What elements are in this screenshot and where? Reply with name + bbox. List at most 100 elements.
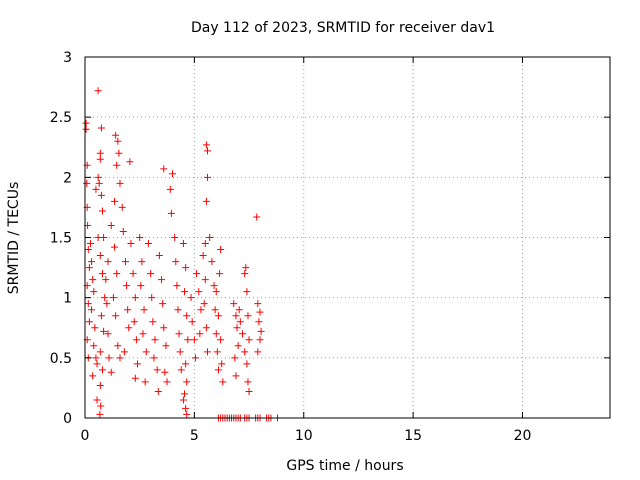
x-tick-label: 0 — [81, 428, 90, 444]
data-point — [153, 366, 161, 374]
data-point — [92, 354, 100, 362]
data-point — [204, 173, 211, 181]
data-point — [129, 270, 137, 278]
data-point — [179, 396, 187, 404]
data-point — [113, 161, 121, 169]
data-point — [95, 179, 103, 187]
data-point — [231, 354, 239, 362]
data-point — [96, 348, 104, 356]
data-point — [234, 342, 242, 350]
data-point — [183, 378, 191, 386]
data-point — [179, 240, 187, 248]
data-point — [82, 119, 90, 127]
data-point — [181, 288, 189, 296]
data-point — [160, 165, 168, 173]
data-point — [254, 300, 262, 308]
data-point — [102, 276, 110, 284]
y-tick-label: 0.5 — [50, 351, 72, 367]
data-point — [244, 312, 252, 320]
data-point — [99, 207, 106, 215]
data-point — [93, 360, 101, 368]
data-point — [96, 252, 104, 260]
data-point — [243, 288, 251, 296]
data-point — [91, 324, 99, 332]
data-point — [188, 318, 196, 326]
data-point — [201, 240, 209, 248]
data-point — [204, 147, 211, 155]
data-point — [88, 306, 96, 314]
data-point — [167, 209, 175, 217]
data-point — [125, 324, 133, 332]
data-point — [107, 221, 115, 229]
data-point — [241, 348, 249, 356]
data-point — [202, 141, 210, 149]
x-tick-label: 10 — [295, 428, 313, 444]
data-point — [219, 378, 227, 386]
data-point — [96, 410, 104, 418]
data-point — [196, 330, 204, 338]
data-point — [90, 342, 98, 350]
data-point — [154, 388, 162, 396]
data-point — [232, 372, 240, 380]
data-point — [176, 348, 184, 356]
data-point — [109, 294, 117, 302]
data-point — [123, 282, 131, 290]
data-point — [93, 396, 101, 404]
data-point — [144, 240, 152, 248]
data-point — [206, 234, 214, 241]
data-point — [256, 336, 264, 344]
data-point — [217, 246, 225, 254]
data-point — [214, 312, 222, 320]
x-tick-labels: 0 5 10 15 20 — [81, 428, 532, 444]
data-point — [202, 324, 210, 332]
data-point — [195, 288, 203, 296]
data-point — [210, 282, 218, 290]
data-point — [111, 197, 119, 205]
data-point — [138, 258, 146, 266]
data-point — [119, 227, 127, 235]
data-point — [245, 336, 253, 344]
data-point — [217, 336, 225, 344]
data-point — [236, 318, 244, 326]
data-point — [97, 191, 105, 199]
data-point — [86, 240, 94, 248]
y-tick-label: 2.5 — [50, 110, 72, 126]
data-point — [113, 270, 121, 278]
data-point — [163, 378, 171, 386]
data-point — [177, 366, 185, 374]
y-tick-label: 0 — [63, 411, 72, 427]
data-point — [202, 197, 210, 205]
data-point — [94, 173, 102, 181]
data-point — [101, 294, 109, 302]
data-point — [83, 179, 91, 187]
data-point — [94, 87, 102, 95]
data-point — [141, 378, 149, 386]
data-point — [204, 348, 211, 356]
data-point — [118, 203, 126, 211]
data-point — [99, 366, 106, 374]
data-point — [183, 312, 191, 320]
data-point — [127, 240, 135, 248]
data-point — [181, 390, 189, 398]
data-point — [121, 258, 129, 266]
data-point — [130, 318, 138, 326]
data-point — [169, 170, 176, 178]
data-point — [151, 336, 159, 344]
data-point — [89, 372, 97, 380]
chart-title: Day 112 of 2023, SRMTID for receiver dav… — [191, 20, 495, 36]
data-point — [107, 368, 115, 376]
x-axis-label: GPS time / hours — [286, 458, 403, 474]
data-point — [208, 258, 216, 266]
data-point — [124, 306, 132, 314]
data-point — [214, 366, 222, 374]
data-point — [97, 402, 105, 410]
data-point — [136, 234, 144, 241]
data-point — [104, 258, 112, 266]
data-point — [140, 306, 148, 314]
data-point — [242, 264, 250, 272]
data-point — [218, 360, 226, 368]
data-point — [155, 252, 163, 260]
x-tick-label: 20 — [514, 428, 532, 444]
data-point — [147, 270, 155, 278]
